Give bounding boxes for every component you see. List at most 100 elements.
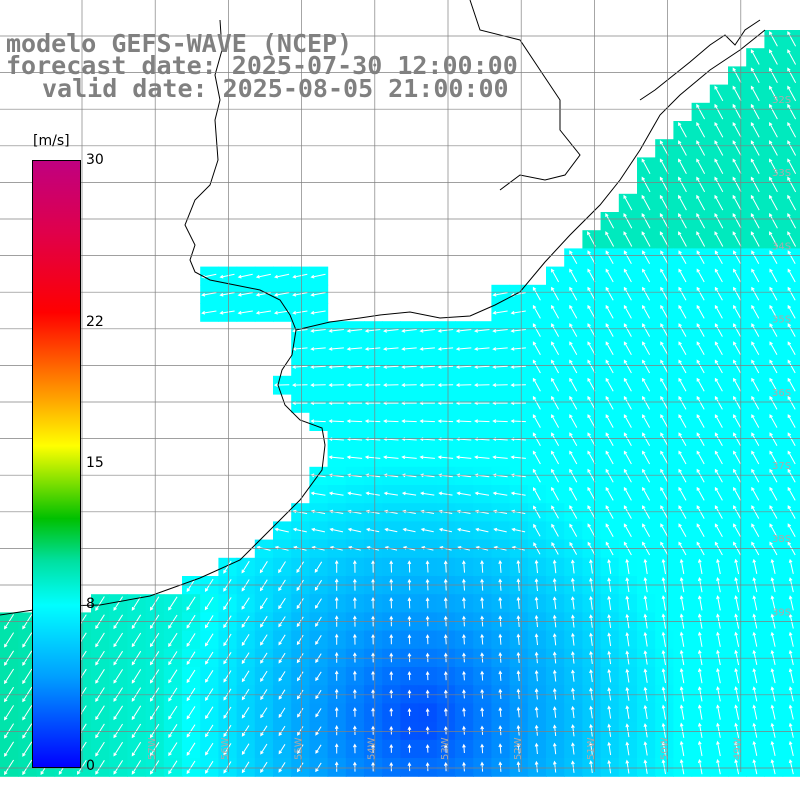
coastline [0,0,766,616]
wind-arrow [678,194,687,211]
wind-arrow [697,704,703,720]
wind-arrow [679,758,685,775]
wind-arrow [769,450,778,465]
wind-arrow [443,634,448,645]
wind-arrow [751,377,760,392]
wind-arrow [474,491,490,496]
wind-arrow [492,310,508,315]
wind-arrow [750,103,760,120]
wind-arrow [607,705,612,719]
wind-arrow [149,632,160,648]
wind-arrow [733,341,742,356]
wind-arrow [425,726,430,735]
wind-arrow [660,395,669,410]
wind-arrow [751,505,760,519]
wind-arrow [605,414,614,428]
wind-arrow [569,268,578,283]
wind-arrow [696,304,705,319]
wind-arrow [642,432,651,447]
wind-arrow [352,670,357,681]
wind-arrow [532,304,541,319]
wind-arrow [260,634,268,646]
latitude-label: 35S [772,315,791,326]
wind-arrow [660,250,669,265]
wind-arrow [346,328,363,333]
wind-arrow [455,437,472,442]
wind-arrow [334,725,339,736]
wind-arrow [623,268,632,283]
wind-arrow [752,740,758,757]
wind-arrow [255,273,272,279]
colorbar-tick-label: 15 [86,455,104,471]
wind-arrow [714,140,724,156]
wind-arrow [714,377,723,392]
wind-arrow [113,687,124,702]
wind-arrow [678,121,687,138]
wind-arrow [371,761,375,772]
wind-arrow [569,432,578,447]
wind-arrow [346,455,363,460]
wind-arrow [365,527,380,533]
wind-arrow [696,286,705,301]
wind-arrow [334,743,339,754]
wind-arrow [625,668,630,683]
wind-arrow [407,744,412,753]
wind-arrow [696,323,705,337]
wind-arrow [716,686,721,702]
wind-arrow [328,365,344,369]
wind-arrow [569,395,578,410]
wind-arrow [278,707,286,719]
wind-arrow [22,723,33,739]
wind-arrow [787,468,796,483]
wind-arrow [511,509,526,515]
wind-arrow [623,304,632,319]
wind-arrow [605,432,614,447]
wind-arrow [480,725,485,735]
wind-arrow [371,597,375,609]
wind-arrow [569,468,578,483]
wind-arrow [659,212,669,229]
wind-arrow [113,741,124,757]
wind-arrow [22,686,33,703]
wind-arrow [95,687,105,702]
wind-arrow [643,741,648,756]
wind-arrow [769,231,778,247]
wind-arrow [131,596,142,611]
wind-arrow [589,669,593,683]
wind-arrow [623,505,632,519]
wind-arrow [510,491,526,496]
wind-arrow [516,596,521,609]
wind-arrow [113,596,124,611]
wind-arrow [660,377,669,392]
wind-arrow [223,743,232,756]
wind-arrow [168,596,178,611]
wind-arrow [571,705,575,719]
wind-arrow [696,523,705,538]
wind-arrow [95,760,105,775]
wind-arrow [642,250,651,265]
wind-arrow [334,706,339,718]
wind-arrow [292,527,307,533]
wind-arrow [492,491,508,496]
wind-arrow [607,558,612,574]
wind-arrow [352,725,357,736]
wind-arrow [492,347,508,351]
wind-arrow [569,341,578,356]
wind-arrow [589,723,593,737]
wind-arrow [661,686,666,702]
wind-arrow [714,450,723,465]
wind-arrow [751,323,760,337]
wind-arrow [462,761,466,772]
wind-arrow [241,725,250,737]
wind-arrow [696,194,706,211]
wind-arrow [642,450,651,465]
wind-arrow [273,310,290,315]
wind-arrow [623,395,632,410]
latitude-label: 32S [772,95,791,106]
wind-arrow [787,450,796,465]
wind-arrow [241,743,250,755]
wind-arrow [732,231,742,247]
wind-arrow [296,762,304,773]
wind-arrow [498,688,503,699]
